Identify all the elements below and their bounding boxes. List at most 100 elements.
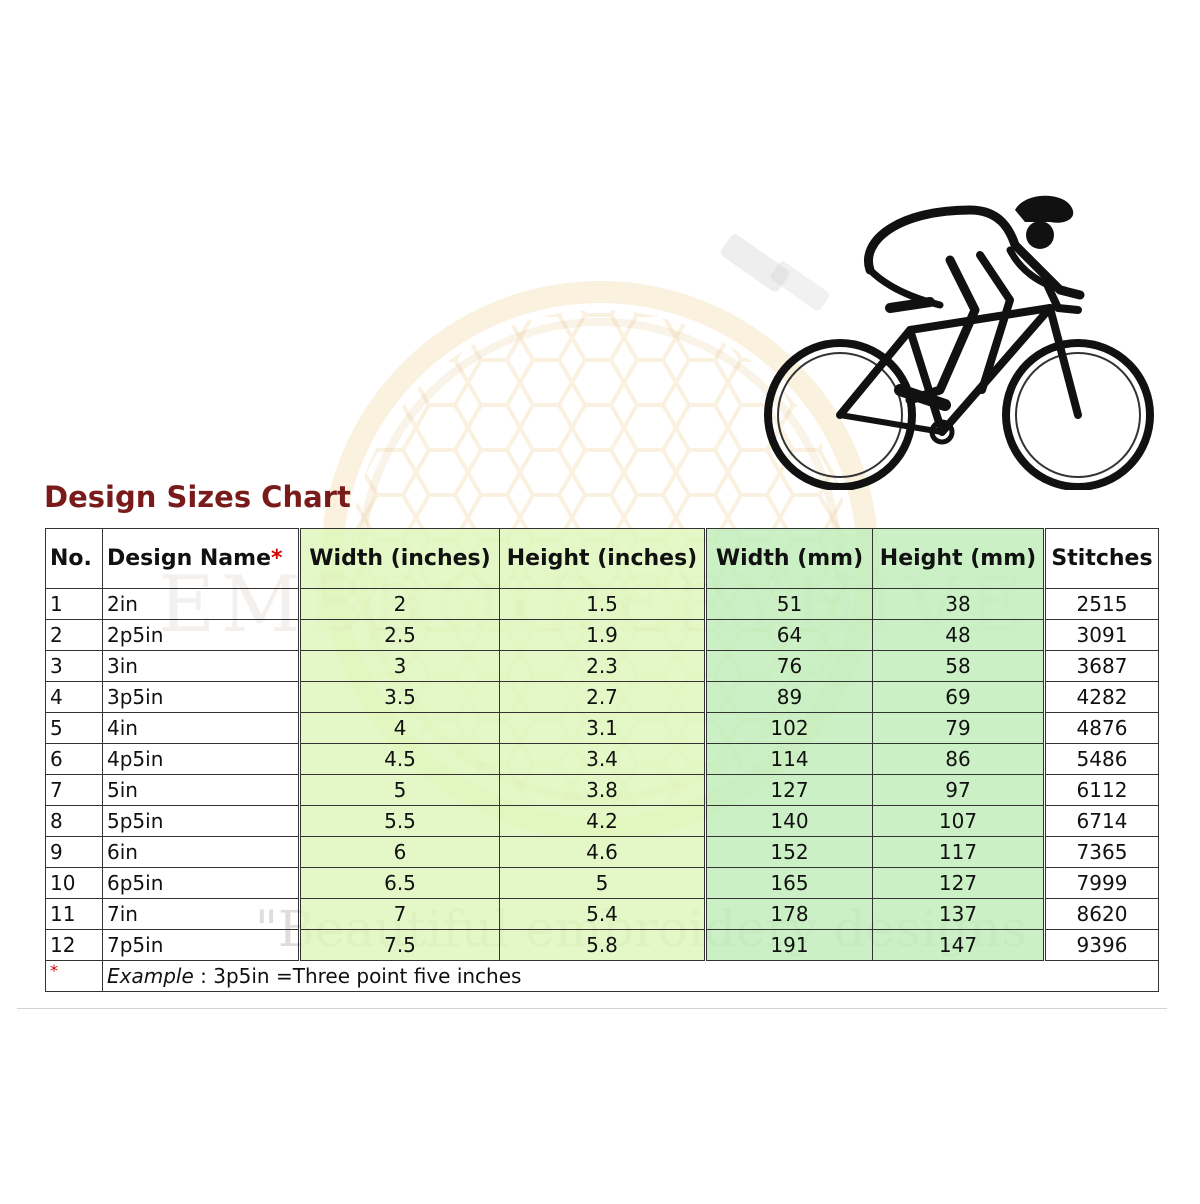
cell-stitches: 7365: [1043, 836, 1159, 868]
cell-w-in: 3.5: [298, 681, 500, 713]
cell-stitches: 3687: [1043, 650, 1159, 682]
cell-h-mm: 137: [872, 898, 1045, 930]
header-width-mm: Width (mm): [704, 528, 873, 589]
cell-h-mm: 69: [872, 681, 1045, 713]
cell-w-in: 7: [298, 898, 500, 930]
cell-h-in: 3.1: [499, 712, 706, 744]
cell-h-in: 2.3: [499, 650, 706, 682]
cell-stitches: 6714: [1043, 805, 1159, 837]
cell-h-in: 5.8: [499, 929, 706, 961]
cell-h-in: 3.4: [499, 743, 706, 775]
cell-no: 11: [45, 898, 103, 930]
cell-name: 5p5in: [102, 805, 300, 837]
cell-h-mm: 97: [872, 774, 1045, 806]
cell-w-in: 4: [298, 712, 500, 744]
cell-stitches: 2515: [1043, 588, 1159, 620]
cell-no: 10: [45, 867, 103, 899]
cell-h-mm: 48: [872, 619, 1045, 651]
cell-no: 8: [45, 805, 103, 837]
cell-w-mm: 152: [704, 836, 873, 868]
cell-w-in: 2: [298, 588, 500, 620]
cell-w-mm: 191: [704, 929, 873, 961]
cell-h-mm: 147: [872, 929, 1045, 961]
header-height-mm: Height (mm): [872, 528, 1045, 589]
cell-w-mm: 89: [704, 681, 873, 713]
cell-name: 2p5in: [102, 619, 300, 651]
header-design-name-label: Design Name: [107, 546, 271, 571]
table-header-row: No. Design Name* Width (inches) Height (…: [45, 528, 1159, 589]
table-row: 2 2p5in 2.5 1.9 64 48 3091: [45, 619, 1159, 651]
cell-h-in: 5: [499, 867, 706, 899]
header-design-name: Design Name*: [102, 528, 300, 589]
table-row: 7 5in 5 3.8 127 97 6112: [45, 774, 1159, 806]
cell-w-mm: 64: [704, 619, 873, 651]
cell-w-mm: 178: [704, 898, 873, 930]
cell-name: 6p5in: [102, 867, 300, 899]
cell-w-in: 5.5: [298, 805, 500, 837]
footnote-text: Example : 3p5in =Three point five inches: [102, 960, 1159, 992]
cell-w-mm: 165: [704, 867, 873, 899]
cell-w-in: 6.5: [298, 867, 500, 899]
cell-name: 4p5in: [102, 743, 300, 775]
cell-no: 3: [45, 650, 103, 682]
cell-name: 7p5in: [102, 929, 300, 961]
table-row: 8 5p5in 5.5 4.2 140 107 6714: [45, 805, 1159, 837]
table-row: 3 3in 3 2.3 76 58 3687: [45, 650, 1159, 682]
cell-stitches: 4282: [1043, 681, 1159, 713]
cell-w-in: 7.5: [298, 929, 500, 961]
gridline: [17, 1008, 1167, 1009]
cell-h-mm: 107: [872, 805, 1045, 837]
table-row: 11 7in 7 5.4 178 137 8620: [45, 898, 1159, 930]
cell-w-mm: 76: [704, 650, 873, 682]
table-row: 12 7p5in 7.5 5.8 191 147 9396: [45, 929, 1159, 961]
cell-h-in: 5.4: [499, 898, 706, 930]
header-width-inches: Width (inches): [298, 528, 500, 589]
cell-no: 12: [45, 929, 103, 961]
header-height-inches: Height (inches): [499, 528, 706, 589]
cell-stitches: 3091: [1043, 619, 1159, 651]
chart-title: Design Sizes Chart: [44, 480, 351, 514]
footnote-example-label: Example: [107, 964, 194, 988]
table-row: 6 4p5in 4.5 3.4 114 86 5486: [45, 743, 1159, 775]
cell-h-in: 4.6: [499, 836, 706, 868]
cell-w-in: 2.5: [298, 619, 500, 651]
cell-stitches: 9396: [1043, 929, 1159, 961]
cell-no: 2: [45, 619, 103, 651]
cell-no: 9: [45, 836, 103, 868]
cell-h-mm: 58: [872, 650, 1045, 682]
cell-name: 7in: [102, 898, 300, 930]
table-row: 10 6p5in 6.5 5 165 127 7999: [45, 867, 1159, 899]
cell-w-mm: 127: [704, 774, 873, 806]
cell-stitches: 7999: [1043, 867, 1159, 899]
cell-h-mm: 86: [872, 743, 1045, 775]
cell-w-in: 3: [298, 650, 500, 682]
cell-h-in: 2.7: [499, 681, 706, 713]
required-asterisk: *: [271, 546, 283, 571]
cell-stitches: 6112: [1043, 774, 1159, 806]
cell-w-in: 5: [298, 774, 500, 806]
cell-h-in: 1.5: [499, 588, 706, 620]
table-row: 9 6in 6 4.6 152 117 7365: [45, 836, 1159, 868]
cell-h-in: 1.9: [499, 619, 706, 651]
table-row: 4 3p5in 3.5 2.7 89 69 4282: [45, 681, 1159, 713]
cell-h-mm: 79: [872, 712, 1045, 744]
cell-w-in: 4.5: [298, 743, 500, 775]
cell-name: 2in: [102, 588, 300, 620]
cell-w-mm: 140: [704, 805, 873, 837]
cyclist-icon: [764, 195, 1154, 490]
cell-no: 4: [45, 681, 103, 713]
footnote-example-text: : 3p5in =Three point five inches: [193, 964, 522, 988]
cell-no: 1: [45, 588, 103, 620]
cell-name: 5in: [102, 774, 300, 806]
cell-w-in: 6: [298, 836, 500, 868]
cell-name: 3in: [102, 650, 300, 682]
cell-w-mm: 51: [704, 588, 873, 620]
footnote-asterisk: *: [45, 960, 103, 992]
cell-no: 5: [45, 712, 103, 744]
cell-w-mm: 114: [704, 743, 873, 775]
cell-stitches: 5486: [1043, 743, 1159, 775]
cell-stitches: 8620: [1043, 898, 1159, 930]
cell-no: 6: [45, 743, 103, 775]
table-row: 5 4in 4 3.1 102 79 4876: [45, 712, 1159, 744]
table-row: 1 2in 2 1.5 51 38 2515: [45, 588, 1159, 620]
